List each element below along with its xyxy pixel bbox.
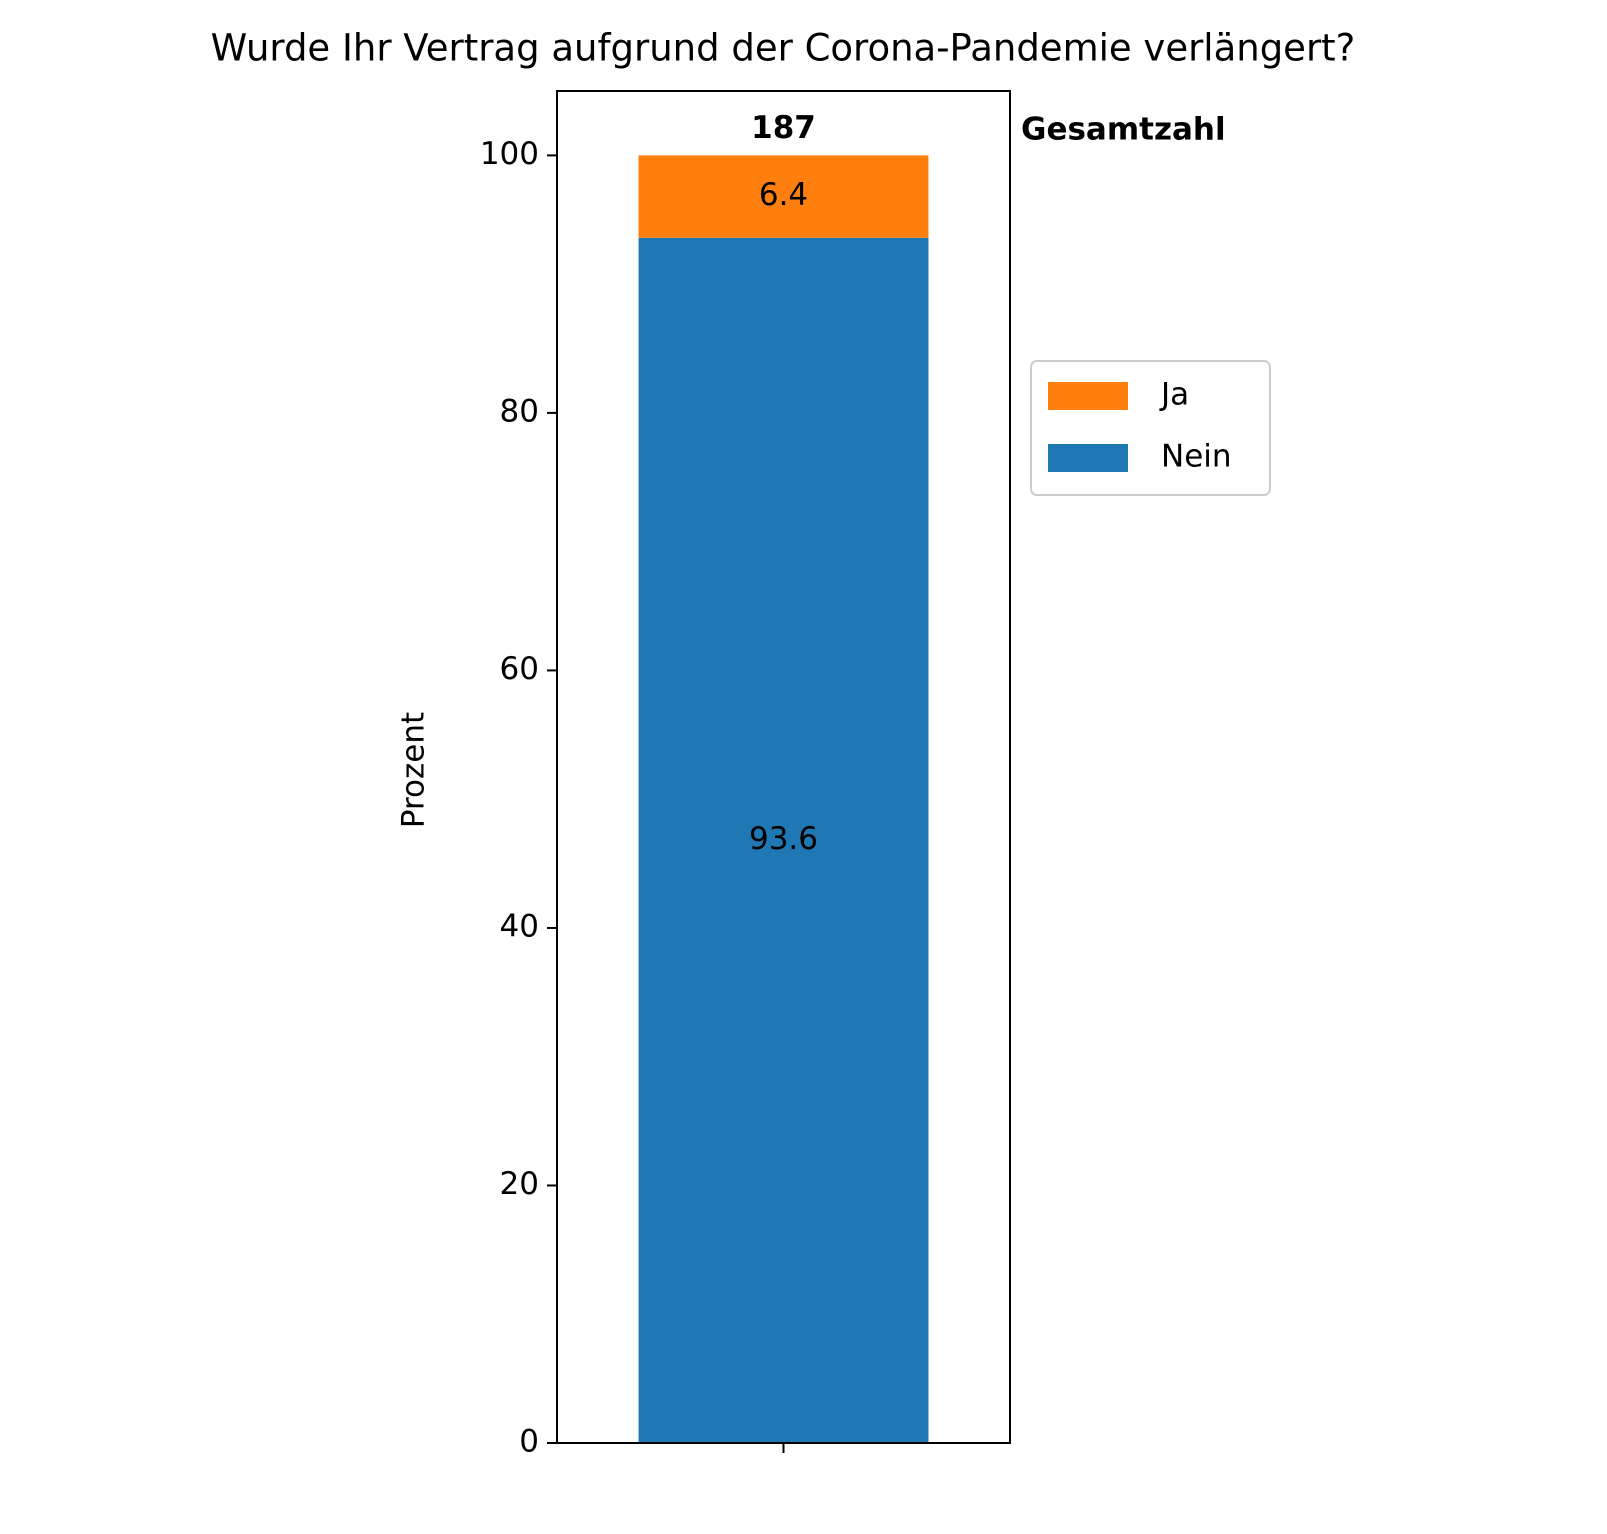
total-label: 187 (751, 110, 816, 146)
bar-segment (638, 155, 929, 238)
y-tick-label: 40 (500, 908, 539, 944)
legend-swatch (1048, 444, 1128, 472)
value-label: 93.6 (749, 821, 818, 857)
y-tick-label: 80 (500, 393, 539, 429)
chart-title: Wurde Ihr Vertrag aufgrund der Corona-Pa… (211, 27, 1356, 70)
legend-swatch (1048, 382, 1128, 410)
legend-label: Nein (1161, 439, 1232, 475)
value-label: 6.4 (759, 177, 808, 213)
y-tick-label: 100 (480, 136, 539, 172)
y-tick-label: 20 (500, 1166, 539, 1202)
y-tick-label: 0 (519, 1424, 539, 1460)
y-axis-label: Prozent (396, 712, 432, 828)
totals-label: Gesamtzahl (1021, 112, 1226, 148)
y-tick-label: 60 (500, 651, 539, 687)
plot-frame (556, 90, 1011, 1444)
bar-segment (638, 237, 929, 1443)
legend-box (1030, 360, 1271, 496)
legend-label: Ja (1159, 377, 1189, 413)
